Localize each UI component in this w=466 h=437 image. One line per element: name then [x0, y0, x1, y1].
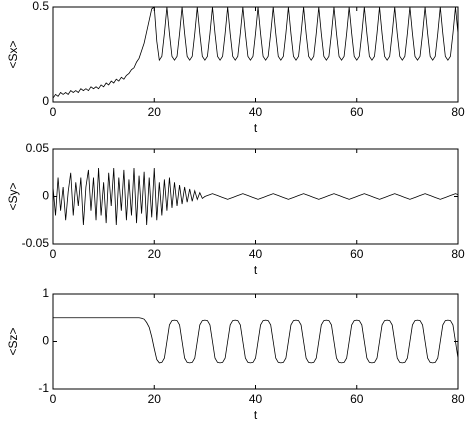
x-tick-label: 0 — [50, 247, 57, 261]
x-tick-label: 80 — [451, 105, 465, 119]
y-tick-label: 0 — [42, 94, 49, 108]
x-tick-label: 80 — [451, 392, 465, 406]
x-tick-label: 60 — [350, 105, 364, 119]
y-axis-label: <Sz> — [6, 327, 20, 355]
plot-frame — [52, 148, 459, 245]
x-tick-label: 0 — [50, 392, 57, 406]
plot-frame — [52, 6, 459, 103]
y-tick-label: -0.05 — [22, 236, 50, 250]
x-axis-label: t — [254, 408, 258, 422]
x-tick-label: 60 — [350, 247, 364, 261]
y-tick-label: 0.05 — [26, 141, 50, 155]
x-tick-label: 20 — [148, 247, 162, 261]
x-tick-label: 40 — [249, 392, 263, 406]
y-tick-label: 0 — [42, 334, 49, 348]
y-axis-label: <Sx> — [6, 40, 20, 68]
y-tick-label: 0 — [42, 189, 49, 203]
x-tick-label: 80 — [451, 247, 465, 261]
x-tick-label: 40 — [249, 247, 263, 261]
data-line — [52, 167, 459, 226]
x-axis-label: t — [254, 263, 258, 277]
y-tick-label: 1 — [42, 286, 49, 300]
x-tick-label: 20 — [148, 392, 162, 406]
plot-frame — [52, 293, 459, 390]
x-tick-label: 0 — [50, 105, 57, 119]
y-axis-label: <Sy> — [6, 182, 20, 210]
x-axis-label: t — [254, 121, 258, 135]
x-tick-label: 60 — [350, 392, 364, 406]
x-tick-label: 20 — [148, 105, 162, 119]
data-line — [53, 317, 459, 364]
x-tick-label: 40 — [249, 105, 263, 119]
y-tick-label: -1 — [38, 381, 49, 395]
y-tick-label: 0.5 — [32, 0, 49, 13]
data-line — [52, 6, 459, 99]
